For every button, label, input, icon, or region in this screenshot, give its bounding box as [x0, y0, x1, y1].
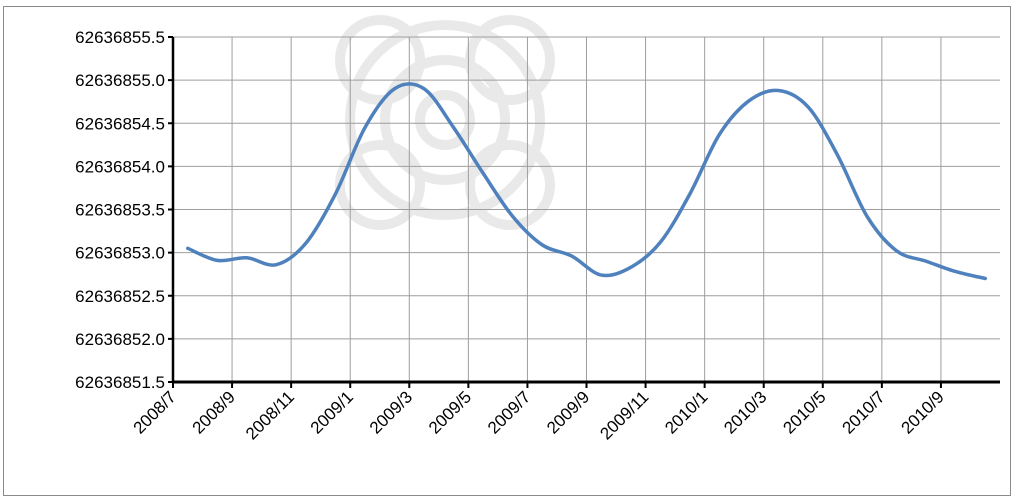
y-tick-label: 62636854.0 — [75, 157, 165, 176]
data-point — [186, 247, 189, 250]
data-point — [216, 259, 219, 262]
x-tick-label: 2008/9 — [189, 387, 239, 437]
x-tick-label: 2009/9 — [543, 387, 593, 437]
x-tick-label: 2009/7 — [484, 387, 534, 437]
y-tick-label: 62636851.5 — [75, 373, 165, 392]
series-group — [186, 82, 987, 281]
data-point — [630, 266, 632, 269]
data-point — [925, 260, 927, 263]
data-point — [984, 277, 987, 280]
x-tick-label: 2009/1 — [307, 387, 357, 437]
data-point — [275, 263, 278, 266]
data-point — [393, 87, 396, 90]
grid-lines — [173, 36, 1000, 382]
x-tick-label: 2010/3 — [720, 387, 770, 437]
data-point — [305, 242, 307, 244]
x-tick-labels: 2008/7 2008/9 2008/11 2009/1 2009/3 2009/5 200… — [130, 387, 948, 443]
data-point — [807, 106, 809, 108]
data-point — [482, 172, 484, 175]
watermark-ornament — [335, 15, 555, 230]
data-point — [364, 126, 366, 129]
y-tick-label: 62636852.5 — [75, 287, 165, 306]
x-tick-label: 2010/7 — [838, 387, 888, 437]
x-tick-label: 2010/9 — [898, 387, 948, 437]
data-point — [246, 257, 248, 259]
y-tick-label: 62636853.0 — [75, 244, 165, 263]
data-point — [836, 154, 839, 156]
x-tick-label: 2009/3 — [366, 387, 416, 437]
data-point — [954, 270, 957, 273]
data-point — [895, 250, 898, 252]
data-point — [423, 87, 425, 90]
data-point — [748, 100, 750, 102]
data-point — [452, 126, 455, 129]
x-tick-label: 2010/1 — [661, 387, 711, 437]
y-tick-labels: 62636855.5 62636855.0 62636854.5 62636854.0… — [75, 28, 165, 392]
data-point — [866, 215, 868, 218]
series-line — [186, 82, 987, 281]
x-tick-label: 2008/7 — [130, 387, 180, 437]
y-tick-label: 62636855.5 — [75, 28, 165, 47]
x-tick-label: 2010/5 — [779, 387, 829, 437]
y-tick-label: 62636852.0 — [75, 330, 165, 349]
y-tick-label: 62636854.5 — [75, 114, 165, 133]
data-point — [659, 241, 662, 244]
y-tick-label: 62636855.0 — [75, 71, 165, 90]
data-point — [511, 215, 514, 218]
data-point — [541, 244, 543, 246]
data-point — [777, 89, 780, 92]
data-point — [600, 274, 603, 276]
x-tick-label: 2009/11 — [596, 387, 652, 443]
x-tick-label: 2009/5 — [425, 387, 475, 437]
chart-frame — [3, 6, 1011, 496]
y-tick-label: 62636853.5 — [75, 201, 165, 220]
axes — [168, 36, 1000, 388]
x-tick-label: 2008/11 — [242, 387, 298, 443]
data-point — [334, 193, 337, 195]
data-point — [718, 133, 721, 136]
data-point — [689, 193, 691, 195]
data-point — [570, 255, 573, 257]
